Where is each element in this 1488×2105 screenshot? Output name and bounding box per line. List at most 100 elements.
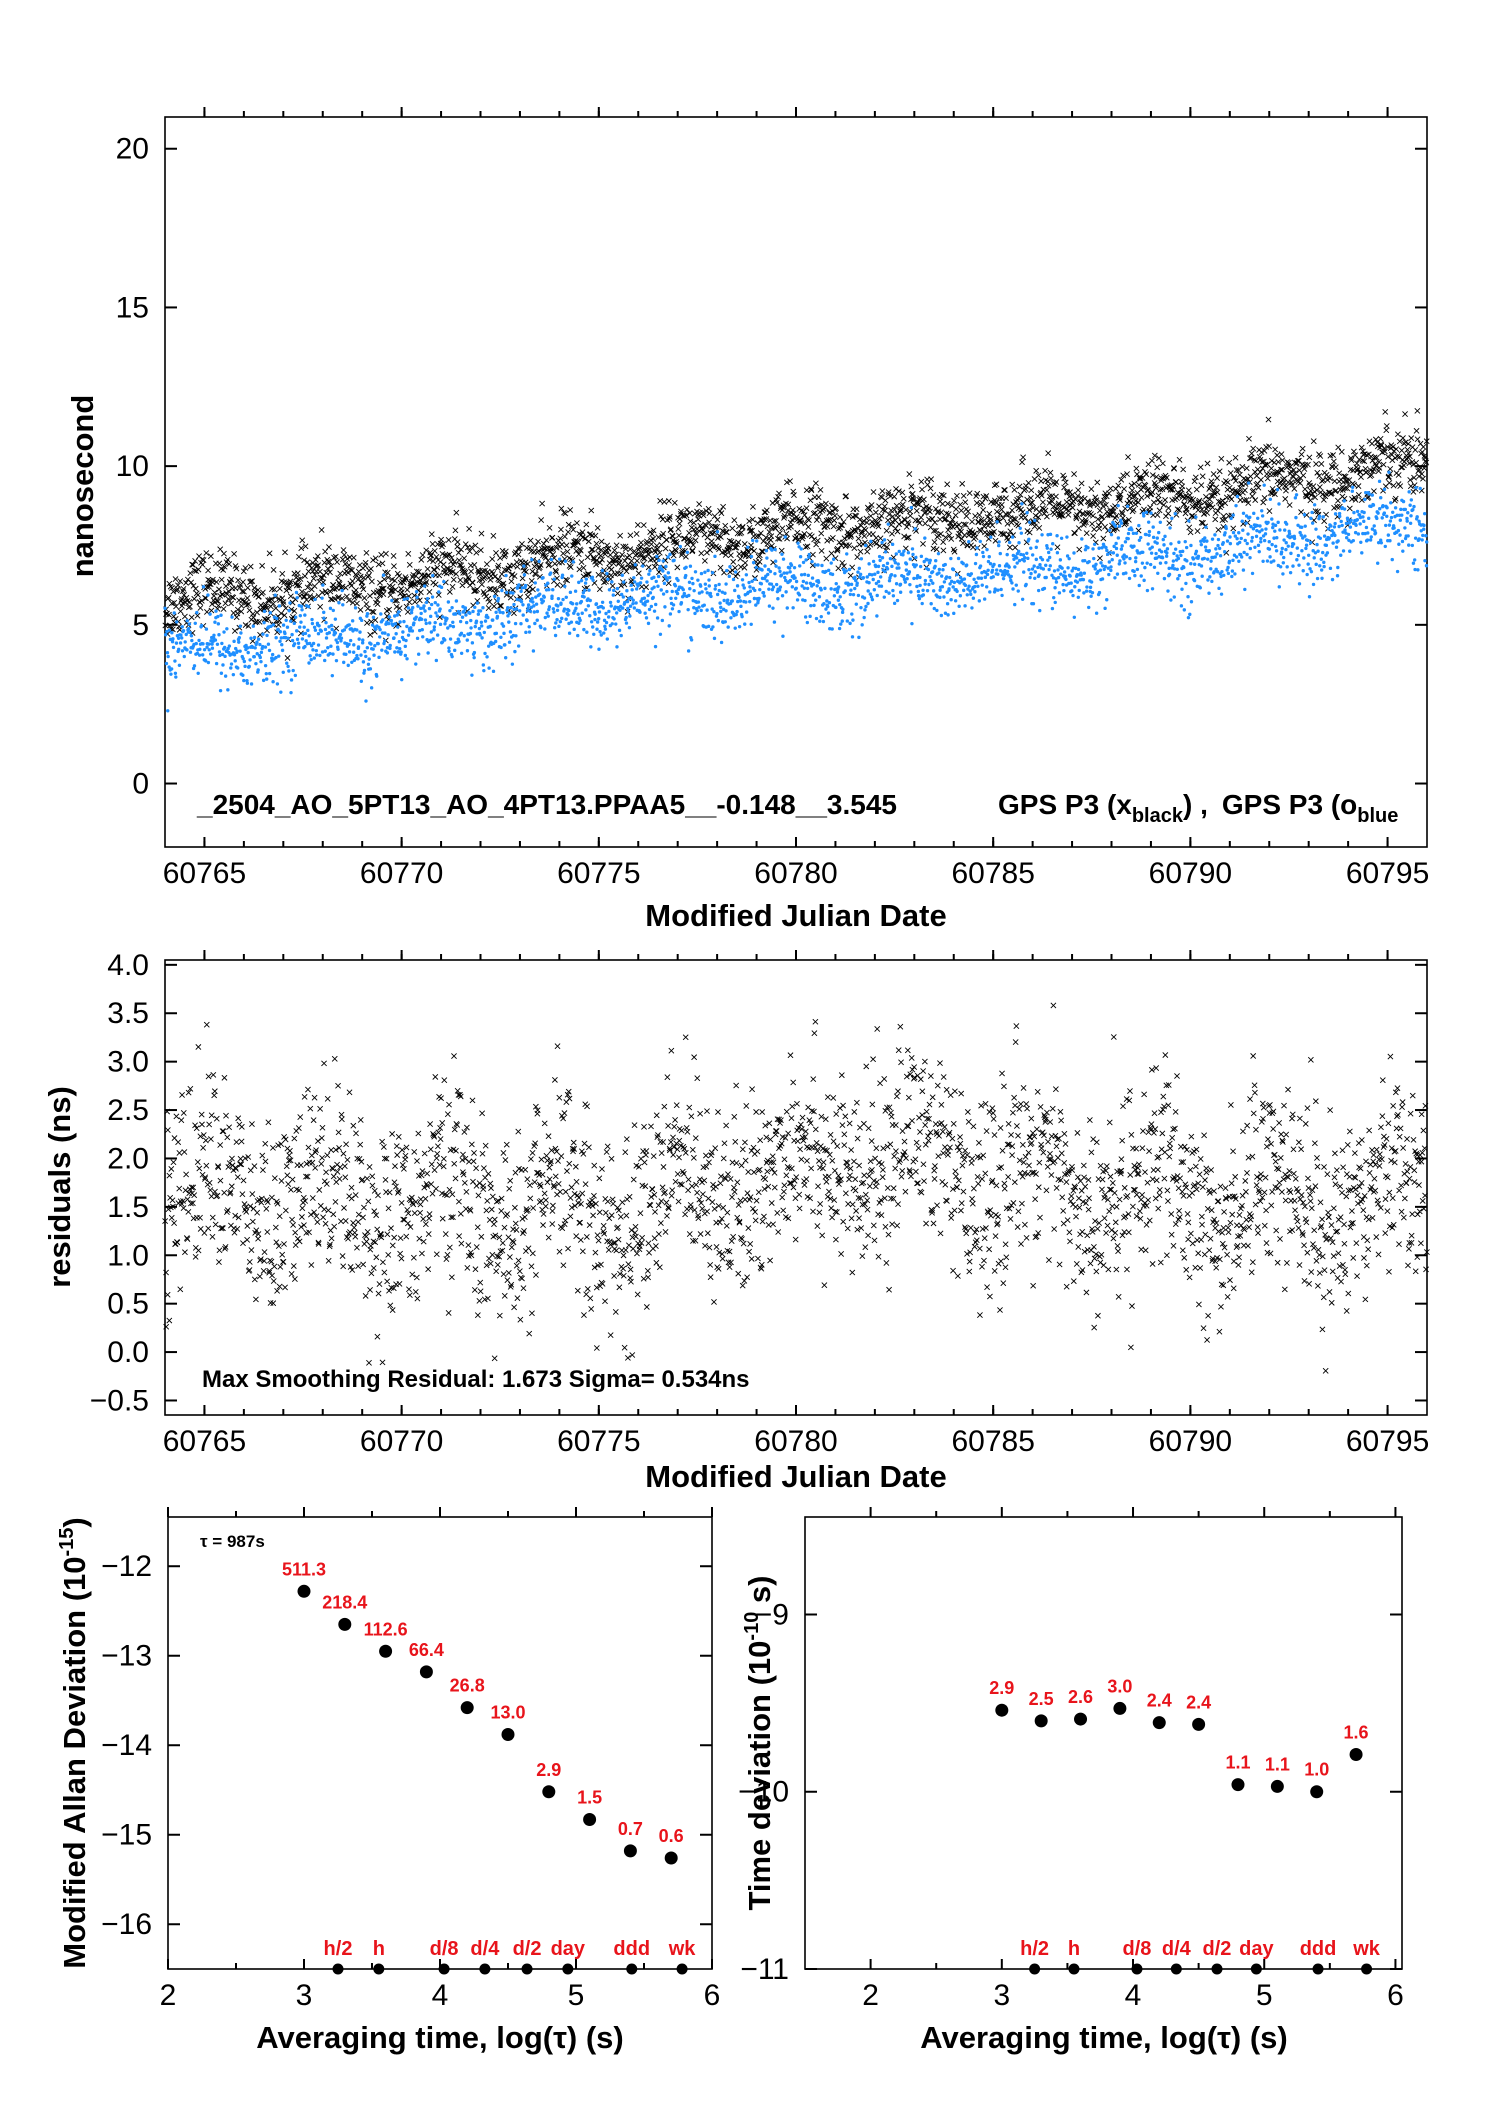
data-point-o — [1049, 547, 1053, 551]
data-point-o — [245, 681, 250, 685]
data-point-x — [294, 570, 301, 577]
data-point-o — [441, 615, 445, 619]
data-point-x — [1327, 475, 1333, 482]
x-tick-label: 60775 — [557, 857, 640, 890]
data-point-o — [961, 561, 965, 566]
data-point-x — [519, 575, 526, 582]
data-point-x — [1043, 487, 1050, 493]
data-point-o — [557, 557, 562, 561]
data-point-o — [311, 641, 316, 646]
data-point-o — [376, 641, 380, 646]
data-point-x — [648, 541, 655, 548]
data-point-o — [666, 555, 670, 559]
data-point-x — [920, 496, 927, 503]
data-point-x — [357, 573, 364, 580]
data-point-o — [216, 622, 221, 626]
data-point-x — [428, 531, 435, 538]
data-point-x — [682, 553, 689, 560]
data-point-o — [511, 591, 515, 595]
data-point-x — [438, 536, 445, 543]
data-point-x — [468, 544, 475, 551]
data-point-o — [1173, 512, 1177, 516]
data-point-o — [517, 583, 521, 587]
data-point-x — [714, 516, 721, 523]
data-point-x — [404, 608, 411, 615]
data-point-x — [1383, 423, 1390, 429]
data-point-x — [779, 525, 786, 532]
data-point-o — [719, 609, 723, 613]
data-point-o — [1179, 553, 1183, 558]
data-point-o — [295, 637, 300, 642]
data-point-o — [1311, 582, 1316, 587]
data-point-o — [566, 613, 570, 617]
data-point-o — [986, 568, 990, 572]
data-point-o — [221, 663, 225, 667]
data-point-o — [342, 660, 346, 665]
data-point-x — [798, 507, 805, 514]
data-point-o — [1223, 531, 1227, 535]
data-point-o — [838, 595, 842, 599]
data-point-x — [298, 545, 305, 552]
data-point-o — [938, 588, 942, 592]
data-point-o — [793, 576, 797, 580]
data-point-x — [1185, 487, 1192, 494]
data-point-o — [802, 586, 807, 590]
data-point-o — [352, 643, 356, 647]
data-point-o — [1104, 545, 1108, 550]
data-point-o — [321, 583, 325, 587]
data-point-o — [722, 598, 726, 603]
data-point-o — [280, 643, 284, 647]
data-point-o — [387, 615, 392, 619]
data-point-x — [374, 601, 381, 608]
data-point-o — [1416, 568, 1420, 572]
data-point-o — [179, 633, 183, 637]
data-point-o — [834, 605, 838, 610]
data-point-o — [448, 637, 453, 641]
data-point-o — [811, 582, 816, 587]
data-point-o — [1120, 544, 1124, 548]
data-point-o — [1031, 601, 1036, 606]
data-point-o — [1342, 507, 1347, 511]
data-point-x — [1047, 469, 1054, 476]
data-point-o — [679, 601, 684, 605]
data-point-x — [823, 500, 829, 507]
data-point-o — [729, 616, 733, 620]
data-point-o — [596, 617, 601, 621]
data-point-o — [925, 558, 929, 562]
data-point-o — [249, 636, 253, 640]
data-point-x — [202, 1137, 209, 1144]
data-point-x — [900, 495, 907, 502]
data-point-o — [649, 604, 654, 609]
data-point-o — [1015, 556, 1019, 560]
data-point-o — [426, 651, 430, 655]
data-point-o — [704, 587, 708, 591]
data-point-x — [205, 1225, 212, 1232]
data-point-o — [530, 596, 534, 601]
data-point-o — [1124, 571, 1128, 575]
data-point-x — [1278, 451, 1285, 458]
data-point-o — [724, 609, 728, 613]
data-point-o — [289, 690, 293, 695]
data-point-o — [258, 655, 262, 660]
data-point-x — [474, 586, 481, 593]
data-point-o — [1300, 549, 1304, 553]
data-point-o — [1014, 583, 1018, 587]
data-point-o — [378, 635, 382, 639]
data-point-o — [1056, 568, 1060, 572]
data-point-o — [1358, 522, 1362, 526]
data-point-o — [919, 554, 924, 559]
data-point-o — [703, 582, 708, 586]
data-point-o — [592, 632, 596, 636]
data-point-x — [1096, 507, 1103, 514]
data-point-x — [1011, 486, 1018, 493]
data-point-o — [1337, 524, 1341, 529]
data-point-o — [227, 644, 232, 648]
data-point-o — [386, 633, 390, 637]
data-point-o — [1210, 537, 1215, 541]
data-point-x — [1191, 478, 1198, 485]
data-point-o — [583, 581, 588, 585]
data-point-o — [501, 624, 506, 628]
data-point-x — [235, 577, 242, 584]
data-point-o — [383, 631, 387, 635]
data-point-x — [1313, 461, 1319, 467]
